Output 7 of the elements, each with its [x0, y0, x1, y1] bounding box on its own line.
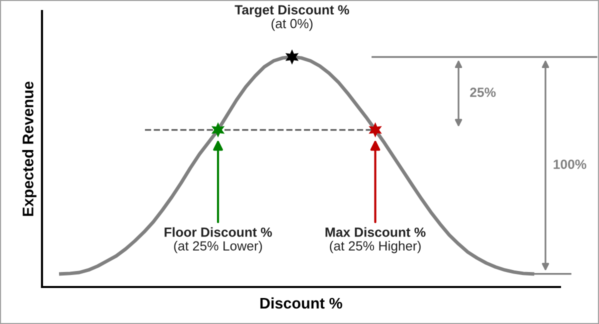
annotation: 25%	[470, 88, 496, 97]
annotation: Floor Discount % (at 25% Lower)	[164, 227, 272, 254]
y-axis-title: Expected Revenue	[22, 82, 36, 216]
text: Target Discount % (at 0%)	[234, 4, 350, 31]
annotation: Max Discount % (at 25% Higher)	[326, 227, 426, 254]
x-axis-title: Discount %	[260, 297, 342, 309]
text: 100%	[554, 160, 586, 169]
